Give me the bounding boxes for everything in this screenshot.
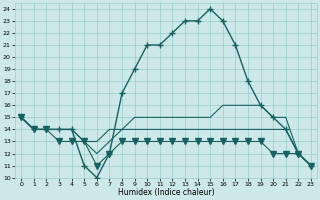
X-axis label: Humidex (Indice chaleur): Humidex (Indice chaleur): [118, 188, 214, 197]
